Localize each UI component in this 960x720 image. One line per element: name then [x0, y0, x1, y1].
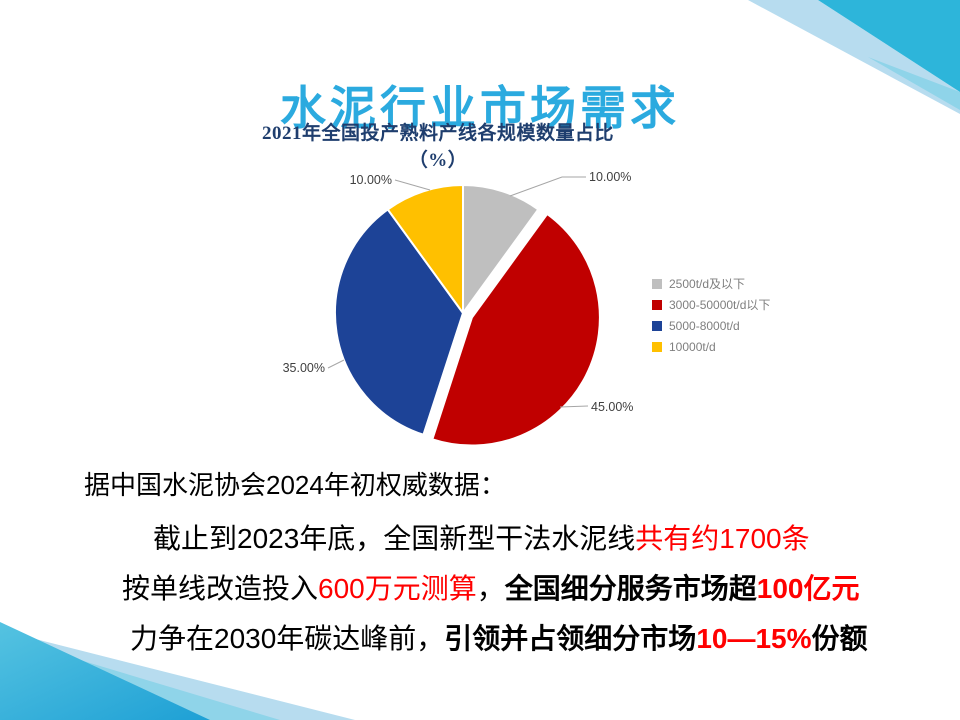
pie-slice-label: 45.00% — [591, 400, 633, 414]
pie-slice-0 — [462, 184, 540, 314]
pie-slice-3 — [386, 184, 464, 314]
pie-chart: 10.00% 45.00% 35.00% 10.00% — [283, 170, 633, 447]
legend-label: 3000-50000t/d以下 — [669, 298, 771, 312]
text-segment: 100亿元 — [756, 573, 860, 604]
body-line-2: 按单线改造投入600万元测算，全国细分服务市场超100亿元 — [122, 572, 859, 606]
body-line-0: 据中国水泥协会2024年初权威数据： — [84, 470, 506, 501]
text-segment: 截止到2023年底，全国新型干法水泥线 — [153, 523, 636, 554]
legend-label: 2500t/d及以下 — [669, 277, 746, 291]
legend-item-2: 5000-8000t/d — [652, 315, 770, 336]
legend-swatch-icon — [652, 320, 662, 331]
pie-slice-label: 10.00% — [589, 170, 631, 184]
text-segment: 10—15% — [696, 623, 812, 654]
legend-item-3: 10000t/d — [652, 336, 770, 357]
slide-title: 水泥行业市场需求 — [280, 81, 680, 134]
text-segment: 引领并占领细分市场 — [444, 623, 697, 654]
text-segment: 据中国水泥协会2024年初权威数据： — [84, 470, 506, 500]
legend-swatch-icon — [652, 341, 662, 352]
text-segment: 份额 — [811, 623, 868, 654]
legend-item-1: 3000-50000t/d以下 — [652, 294, 770, 315]
text-segment: 共有约1700条 — [635, 523, 810, 554]
pie-slice-label: 35.00% — [283, 361, 325, 375]
pie-slice-2 — [334, 208, 464, 436]
pie-label-leader-line — [327, 359, 345, 369]
pie-label-leader-line — [509, 176, 586, 197]
text-segment: 全国细分服务市场超 — [504, 573, 757, 604]
text-segment: 力争在2030年碳达峰前， — [130, 623, 445, 654]
legend-label: 10000t/d — [669, 339, 716, 354]
legend-label: 5000-8000t/d — [669, 318, 740, 333]
chart-legend: 2500t/d及以下 3000-50000t/d以下 5000-8000t/d 100… — [652, 273, 770, 357]
pie-label-leader-line — [559, 405, 589, 408]
body-line-3: 力争在2030年碳达峰前，引领并占领细分市场10—15%份额 — [130, 622, 868, 656]
chart-title: 2021年全国投产熟料产线各规模数量占比（%） — [261, 123, 614, 171]
pie-label-leader-line — [394, 179, 431, 191]
pie-slice-1 — [431, 212, 601, 447]
body-line-1: 截止到2023年底，全国新型干法水泥线共有约1700条 — [153, 522, 810, 556]
text-segment: 按单线改造投入 — [122, 573, 319, 604]
legend-swatch-icon — [652, 299, 662, 310]
pie-slice-label: 10.00% — [350, 173, 392, 187]
legend-item-0: 2500t/d及以下 — [652, 273, 770, 294]
text-segment: 600万元测算 — [318, 573, 477, 604]
decor-triangle-cyan — [818, 0, 960, 92]
text-segment: ， — [476, 573, 505, 604]
legend-swatch-icon — [652, 278, 662, 289]
